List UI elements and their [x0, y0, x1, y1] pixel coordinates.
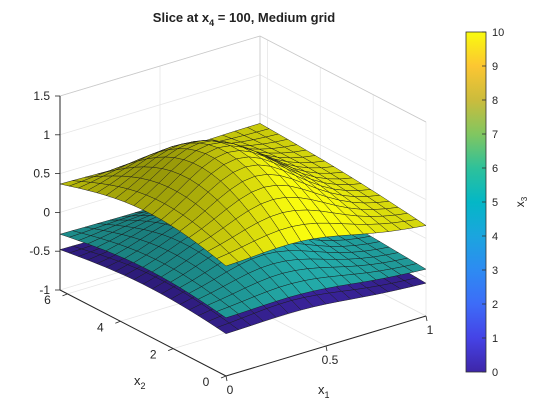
y-tick-mark: [168, 349, 173, 351]
y-tick-label: 2: [150, 348, 157, 362]
x-tick-label: 1: [427, 323, 434, 337]
colorbar: 0 1 2 3 4 5 6 7 8 9 10 x3: [466, 27, 529, 379]
colorbar-label: x3: [513, 196, 529, 207]
box-top-edge: [60, 36, 426, 122]
x-tick-label: 0.5: [322, 353, 339, 367]
z-tick-label: -0.5: [29, 244, 50, 258]
chart-title: Slice at x4 = 100, Medium grid: [153, 10, 335, 28]
colorbar-tick-label: 0: [492, 367, 498, 379]
colorbar-tick-label: 7: [492, 129, 498, 141]
colorbar-tick-label: 5: [492, 197, 498, 209]
x-axis-label: x1: [318, 382, 330, 400]
y-tick-mark: [221, 376, 226, 378]
colorbar-tick-label: 10: [492, 27, 504, 39]
z-tick-label: -1: [39, 283, 50, 297]
x-tick-mark: [226, 376, 227, 381]
y-tick-mark: [62, 294, 67, 296]
colorbar-tick-label: 1: [492, 333, 498, 345]
y-tick-label: 0: [203, 375, 210, 389]
z-tick-label: 0: [43, 205, 50, 219]
z-tick-label: 1: [43, 128, 50, 142]
y-tick-mark: [115, 321, 120, 323]
colorbar-tick-label: 6: [492, 163, 498, 175]
colorbar-tick-label: 3: [492, 265, 498, 277]
surface-layers: [60, 123, 426, 333]
x-tick-mark: [426, 316, 427, 321]
x-tick-label: 0: [227, 383, 234, 397]
x-tick-mark: [326, 346, 327, 351]
colorbar-tick-label: 9: [492, 61, 498, 73]
z-tick-label: 1.5: [33, 89, 50, 103]
colorbar-tick-label: 8: [492, 95, 498, 107]
y-tick-label: 4: [97, 320, 104, 334]
colorbar-tick-label: 2: [492, 299, 498, 311]
y-axis-label: x2: [134, 373, 146, 391]
z-grid-line: [60, 36, 426, 122]
colorbar-tick-label: 4: [492, 231, 498, 243]
z-tick-label: 0.5: [33, 167, 50, 181]
